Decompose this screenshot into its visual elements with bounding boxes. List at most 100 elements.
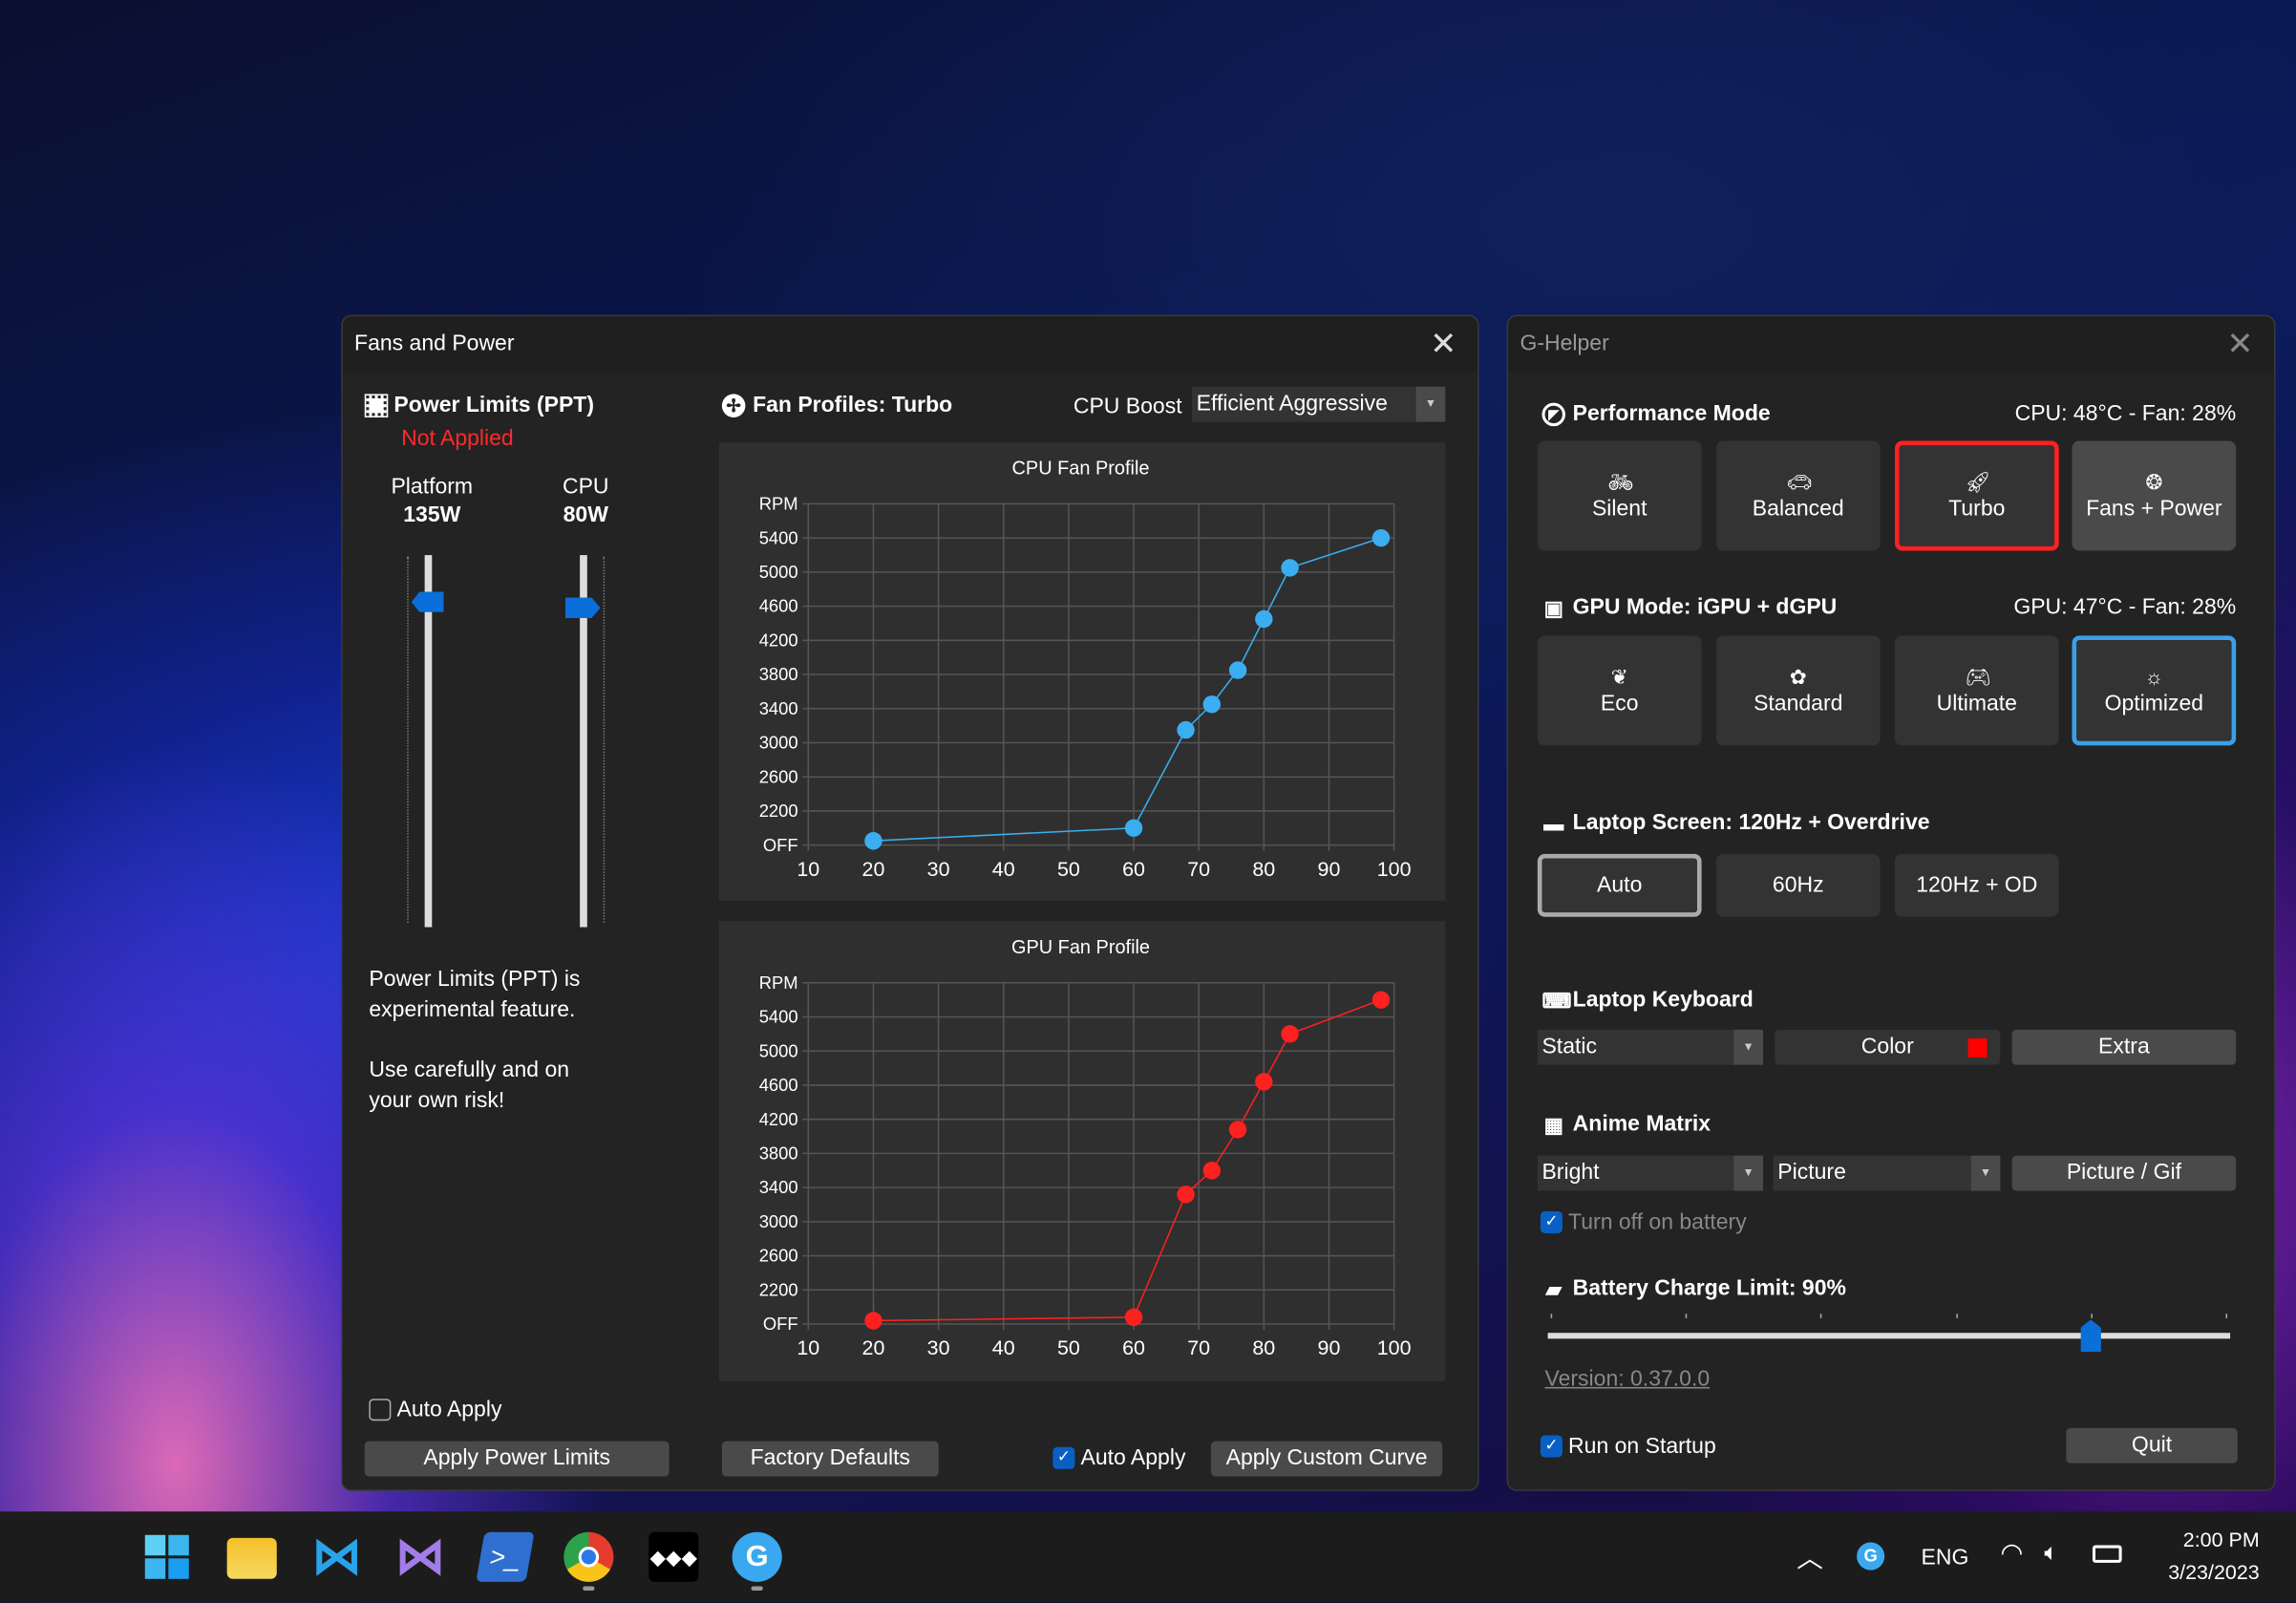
clock-date[interactable]: 3/23/2023 <box>2168 1559 2260 1584</box>
wifi-icon[interactable]: ◠ <box>2000 1537 2024 1568</box>
fan-curve-point[interactable] <box>864 831 882 850</box>
chrome-icon[interactable] <box>563 1531 614 1582</box>
keyboard-color-button[interactable]: Color <box>1775 1029 2001 1065</box>
fan-curve-line <box>873 537 1382 842</box>
cpu-boost-select[interactable]: Efficient Aggressive ▼ <box>1192 386 1446 422</box>
mode-button-fans-power[interactable]: ❂ Fans + Power <box>2072 440 2237 551</box>
mode-label: Auto <box>1597 872 1643 898</box>
close-icon[interactable]: ✕ <box>1430 325 1457 362</box>
fan-curve-point[interactable] <box>1281 559 1299 577</box>
mode-button-60hz[interactable]: 60Hz <box>1715 853 1881 917</box>
fan-curve-point[interactable] <box>1228 1121 1247 1139</box>
start-icon[interactable] <box>142 1532 192 1582</box>
y-tick-label: 3000 <box>759 733 798 753</box>
turn-off-on-battery-checkbox[interactable]: ✓ <box>1540 1210 1563 1233</box>
x-tick-label: 40 <box>992 1336 1015 1359</box>
mode-button-eco[interactable]: ❦ Eco <box>1537 635 1702 746</box>
chevron-down-icon: ▼ <box>1733 1029 1763 1065</box>
fan-curve-point[interactable] <box>1371 528 1391 547</box>
powershell-icon[interactable]: >_ <box>476 1531 535 1582</box>
cpu-slider[interactable] <box>580 555 587 928</box>
power-auto-apply-checkbox[interactable] <box>369 1399 392 1421</box>
battery-slider-thumb[interactable] <box>2080 1319 2101 1353</box>
mode-button-balanced[interactable]: 🚗︎ Balanced <box>1715 440 1881 551</box>
vscode-icon[interactable]: ⋈ <box>311 1528 362 1585</box>
battery-icon[interactable] <box>2092 1545 2122 1563</box>
factory-defaults-button[interactable]: Factory Defaults <box>721 1441 939 1477</box>
fan-curve-point[interactable] <box>1124 819 1143 837</box>
y-tick-label: 5000 <box>759 1040 798 1060</box>
chevron-up-icon[interactable]: ︿ <box>1796 1543 1823 1573</box>
fan-curve-point[interactable] <box>1177 720 1195 739</box>
power-auto-apply[interactable]: Auto Apply <box>369 1398 501 1422</box>
x-tick-label: 50 <box>1057 1336 1080 1359</box>
y-tick-label: 4600 <box>759 1075 798 1095</box>
platform-slider-thumb[interactable] <box>411 591 444 612</box>
keyboard-mode-select[interactable]: Static ▼ <box>1537 1029 1763 1065</box>
close-icon[interactable]: ✕ <box>2226 325 2254 362</box>
ppt-warning: Use carefully and on your own risk! <box>369 1057 570 1114</box>
fan-curve-point[interactable] <box>1177 1186 1195 1204</box>
fan-curve-point[interactable] <box>1255 609 1273 629</box>
language-indicator[interactable]: ENG <box>1921 1545 1969 1571</box>
y-tick-label: 4200 <box>759 630 798 650</box>
curve-auto-apply-checkbox[interactable]: ✓ <box>1052 1446 1075 1469</box>
g-helper-tray-icon[interactable]: G <box>1857 1542 1885 1571</box>
mode-button-120hz-od[interactable]: 120Hz + OD <box>1894 853 2059 917</box>
picture-gif-button[interactable]: Picture / Gif <box>2011 1155 2237 1191</box>
run-on-startup-checkbox[interactable]: ✓ <box>1540 1435 1563 1458</box>
chevron-down-icon: ▼ <box>1970 1155 2001 1191</box>
keyboard-extra-button[interactable]: Extra <box>2011 1029 2237 1065</box>
battery-title: Battery Charge Limit: 90% <box>1572 1275 1846 1301</box>
g-helper-icon[interactable]: G <box>732 1531 782 1582</box>
cpu-boost-label: CPU Boost <box>1073 394 1182 419</box>
x-tick-label: 30 <box>927 1336 950 1359</box>
chevron-down-icon: ▼ <box>1415 386 1446 422</box>
chip-icon <box>364 393 389 417</box>
file-explorer-icon[interactable] <box>226 1537 277 1579</box>
fan-curve-point[interactable] <box>1202 695 1222 714</box>
cpu-fan-chart-svg[interactable]: CPU Fan Profile 10 20 30 40 50 60 70 80 90 100 OFF 2… <box>719 442 1445 901</box>
x-tick-label: 80 <box>1252 1336 1275 1359</box>
cpu-slider-thumb[interactable] <box>564 597 601 619</box>
mode-button-auto[interactable]: Auto <box>1537 853 1702 917</box>
visual-studio-icon[interactable]: ⋈ <box>394 1528 446 1585</box>
mode-button-silent[interactable]: 🚲︎ Silent <box>1537 440 1702 551</box>
fan-curve-point[interactable] <box>864 1312 882 1330</box>
gpu-mode-title: GPU Mode: iGPU + dGPU <box>1572 594 1838 620</box>
speedometer-icon: ◤ <box>1541 401 1565 426</box>
fan-curve-point[interactable] <box>1228 661 1247 679</box>
mode-label: Eco <box>1600 691 1639 716</box>
anime-brightness-select[interactable]: Bright ▼ <box>1537 1155 1763 1191</box>
clock-time[interactable]: 2:00 PM <box>2182 1528 2260 1551</box>
volume-icon[interactable]: 🔈︎ <box>2044 1540 2059 1566</box>
quit-button[interactable]: Quit <box>2066 1427 2238 1464</box>
bulb-gear-icon: ☼ <box>2144 665 2164 689</box>
y-tick-label: RPM <box>759 972 798 993</box>
tidal-icon[interactable]: ◆◆◆ <box>648 1531 699 1582</box>
curve-auto-apply[interactable]: ✓ Auto Apply <box>1052 1445 1185 1470</box>
battery-slider[interactable] <box>1547 1333 2231 1339</box>
fan-curve-point[interactable] <box>1124 1308 1143 1327</box>
anime-mode-select[interactable]: Picture ▼ <box>1773 1155 2001 1191</box>
fan-curve-point[interactable] <box>1281 1025 1299 1043</box>
run-on-startup[interactable]: ✓ Run on Startup <box>1540 1434 1716 1459</box>
mode-button-standard[interactable]: ✿ Standard <box>1715 635 1881 746</box>
mode-button-optimized[interactable]: ☼ Optimized <box>2072 635 2237 746</box>
fan-curve-point[interactable] <box>1255 1073 1273 1091</box>
turn-off-on-battery[interactable]: ✓ Turn off on battery <box>1540 1209 1747 1234</box>
keyboard-header: ⌨ Laptop Keyboard <box>1541 987 1753 1012</box>
apply-custom-curve-button[interactable]: Apply Custom Curve <box>1210 1441 1443 1477</box>
power-auto-apply-label: Auto Apply <box>396 1397 502 1422</box>
mode-button-ultimate[interactable]: 🎮︎ Ultimate <box>1894 635 2059 746</box>
window-title: G-Helper <box>1520 331 1609 356</box>
apply-power-limits-button[interactable]: Apply Power Limits <box>364 1441 670 1477</box>
x-tick-label: 100 <box>1377 1336 1412 1359</box>
fan-curve-point[interactable] <box>1371 991 1391 1009</box>
fan-curve-point[interactable] <box>1202 1162 1222 1180</box>
mode-button-turbo[interactable]: 🚀︎ Turbo <box>1894 440 2059 551</box>
version-link[interactable]: Version: 0.37.0.0 <box>1544 1366 1711 1392</box>
gpu-fan-chart-svg[interactable]: GPU Fan Profile 10 20 30 40 50 60 70 80 90 100 OFF 2… <box>719 921 1445 1380</box>
laptop-screen-header: ▬ Laptop Screen: 120Hz + Overdrive <box>1541 810 1930 835</box>
platform-slider[interactable] <box>424 555 433 928</box>
